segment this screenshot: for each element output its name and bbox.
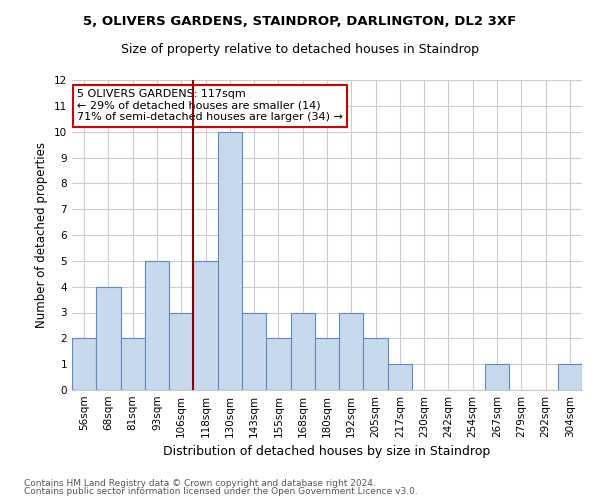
Bar [558,364,582,390]
Bar [485,364,509,390]
Text: 5, OLIVERS GARDENS, STAINDROP, DARLINGTON, DL2 3XF: 5, OLIVERS GARDENS, STAINDROP, DARLINGTO… [83,15,517,28]
Text: Size of property relative to detached houses in Staindrop: Size of property relative to detached ho… [121,42,479,56]
Bar [290,312,315,390]
Text: Contains HM Land Registry data © Crown copyright and database right 2024.: Contains HM Land Registry data © Crown c… [24,478,376,488]
Bar [388,364,412,390]
Text: 5 OLIVERS GARDENS: 117sqm
← 29% of detached houses are smaller (14)
71% of semi-: 5 OLIVERS GARDENS: 117sqm ← 29% of detac… [77,90,343,122]
Bar [145,261,169,390]
Bar [121,338,145,390]
Bar [315,338,339,390]
Bar [339,312,364,390]
Bar [169,312,193,390]
X-axis label: Distribution of detached houses by size in Staindrop: Distribution of detached houses by size … [163,446,491,458]
Bar [96,286,121,390]
Text: Contains public sector information licensed under the Open Government Licence v3: Contains public sector information licen… [24,487,418,496]
Y-axis label: Number of detached properties: Number of detached properties [35,142,49,328]
Bar [193,261,218,390]
Bar [72,338,96,390]
Bar [364,338,388,390]
Bar [242,312,266,390]
Bar [266,338,290,390]
Bar [218,132,242,390]
